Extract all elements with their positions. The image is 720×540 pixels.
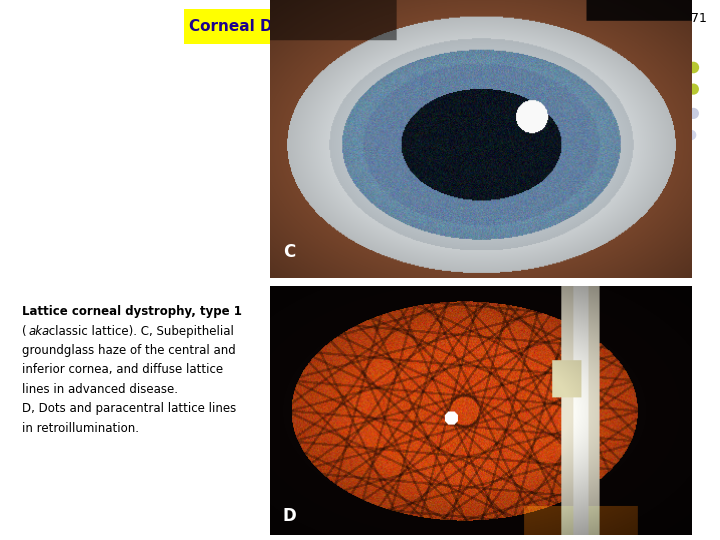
Text: 71: 71: [691, 12, 707, 25]
Point: [688, 85, 699, 93]
Point: [676, 120, 688, 129]
Text: Lattice corneal dystrophy, type 1: Lattice corneal dystrophy, type 1: [22, 305, 241, 318]
Text: inferior cornea, and diffuse lattice: inferior cornea, and diffuse lattice: [22, 363, 222, 376]
Point: [676, 141, 688, 150]
Text: classic lattice). C, Subepithelial: classic lattice). C, Subepithelial: [45, 325, 234, 338]
FancyBboxPatch shape: [184, 9, 328, 44]
Text: aka: aka: [29, 325, 50, 338]
Point: [676, 52, 688, 61]
Text: C: C: [283, 244, 295, 261]
Text: lines in advanced disease.: lines in advanced disease.: [22, 383, 178, 396]
Text: (: (: [22, 325, 26, 338]
Point: [688, 109, 699, 118]
Point: [688, 63, 699, 72]
Point: [685, 131, 697, 139]
Text: groundglass haze of the central and: groundglass haze of the central and: [22, 344, 235, 357]
Point: [676, 74, 688, 83]
Text: D: D: [283, 507, 297, 525]
Point: [678, 98, 690, 107]
Text: Corneal Dystrophies: Corneal Dystrophies: [189, 19, 363, 34]
Text: in retroillumination.: in retroillumination.: [22, 422, 138, 435]
Text: D, Dots and paracentral lattice lines: D, Dots and paracentral lattice lines: [22, 402, 236, 415]
